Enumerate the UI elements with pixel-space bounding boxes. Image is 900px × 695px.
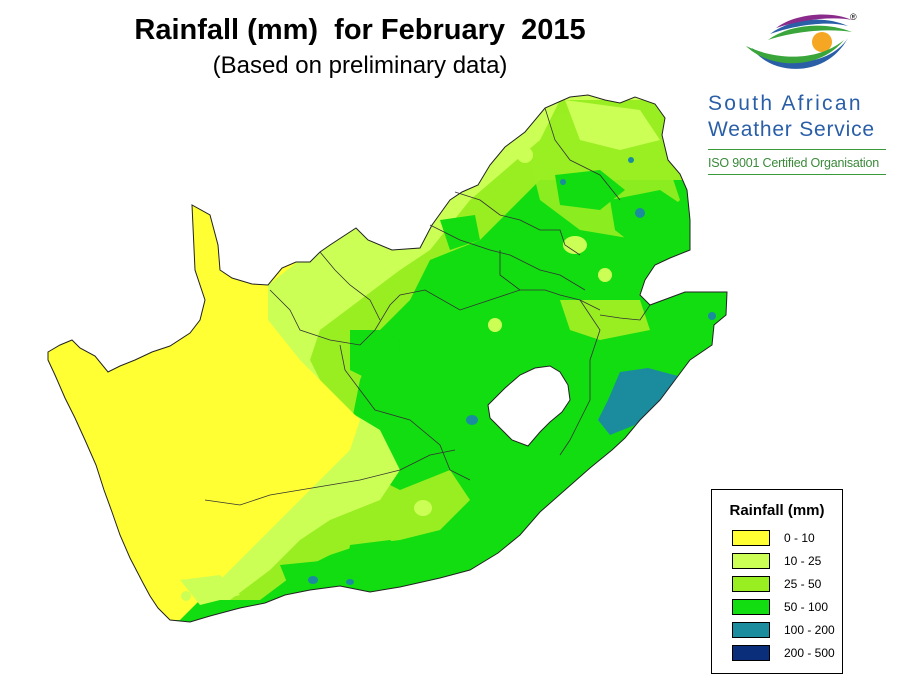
map-title: Rainfall (mm) for February 2015 — [134, 14, 586, 46]
legend-swatch — [732, 553, 770, 569]
legend-label: 0 - 10 — [784, 531, 815, 545]
saws-logo: ® South African Weather Service ISO 9001… — [700, 10, 895, 180]
legend-label: 100 - 200 — [784, 623, 835, 637]
legend: Rainfall (mm) 0 - 10 10 - 25 25 - 50 50 … — [711, 489, 843, 674]
legend-swatch — [732, 599, 770, 615]
map-subtitle: (Based on preliminary data) — [212, 52, 508, 79]
logo-rule-top — [708, 149, 886, 150]
logo-certification: ISO 9001 Certified Organisation — [708, 156, 879, 170]
lesotho-region — [487, 365, 571, 447]
province-borders — [204, 107, 651, 506]
logo-line-2: Weather Service — [708, 118, 875, 141]
legend-swatch — [732, 530, 770, 546]
legend-label: 50 - 100 — [784, 600, 829, 614]
sun-swoosh-logo-icon — [746, 14, 852, 69]
legend-swatch — [732, 576, 770, 592]
logo-rule-bottom — [708, 174, 886, 175]
legend-swatch — [732, 622, 770, 638]
legend-label: 200 - 500 — [784, 646, 835, 660]
legend-swatch — [732, 645, 770, 661]
legend-label: 25 - 50 — [784, 577, 822, 591]
logo-line-1: South African — [708, 92, 863, 115]
legend-title: Rainfall (mm) — [729, 502, 825, 519]
legend-label: 10 - 25 — [784, 554, 822, 568]
registered-mark: ® — [850, 12, 857, 22]
